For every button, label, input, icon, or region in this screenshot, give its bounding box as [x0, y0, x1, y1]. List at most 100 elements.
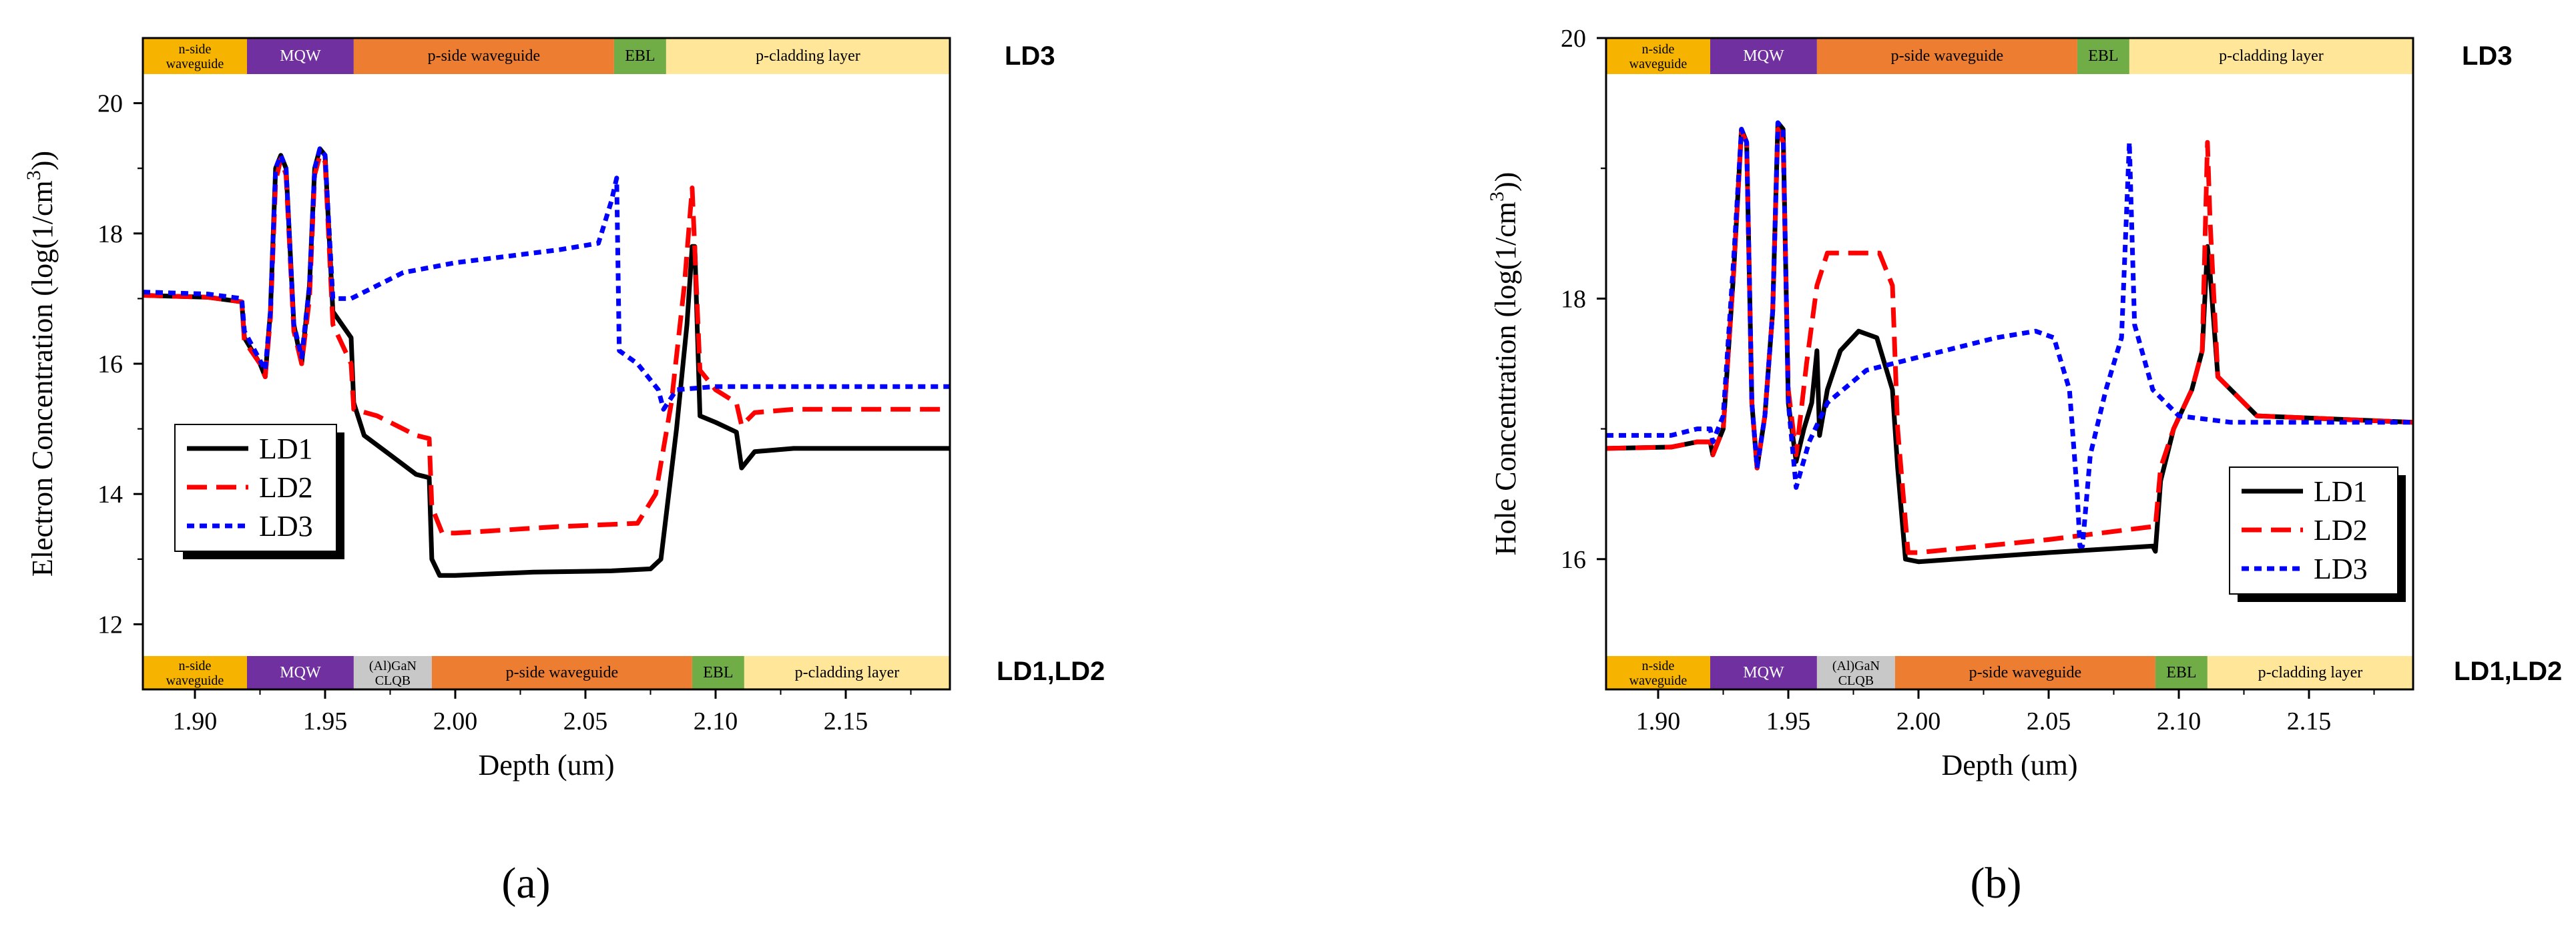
layer-label: (Al)GaN [1832, 659, 1880, 673]
series-line-ld3 [143, 146, 950, 412]
layer-band-p_waveguide [1894, 656, 2155, 689]
x-tick-label: 1.90 [173, 707, 218, 735]
layer-band-n_waveguide [1606, 38, 1710, 74]
y-axis-label-suffix: )) [26, 151, 59, 170]
layer-band-p_cladding [744, 656, 950, 689]
x-axis-label: Depth (um) [1941, 749, 2077, 782]
layer-label: MQW [280, 47, 321, 65]
x-tick-label: 2.10 [2157, 707, 2202, 735]
layer-label: p-side waveguide [1969, 664, 2082, 681]
layer-band-ebl [2155, 656, 2208, 689]
legend: LD1 LD2 LD3 [2229, 466, 2406, 602]
layer-label: p-side waveguide [1891, 47, 2004, 65]
bottom-stack-label: LD1,LD2 [997, 657, 1105, 686]
x-axis-label: Depth (um) [478, 749, 614, 782]
plot-frame [1605, 37, 2414, 691]
layer-label: n-side [179, 659, 212, 673]
top-stack-label: LD3 [2462, 41, 2513, 71]
y-axis-label: Electron Concentration (log(1/cm3)) [23, 151, 59, 577]
y-tick-label: 16 [97, 350, 123, 378]
layer-label: waveguide [1629, 57, 1688, 71]
panel-label: (b) [1971, 859, 2022, 908]
layer-label: p-side waveguide [506, 664, 619, 681]
layer-label: EBL [2088, 47, 2118, 65]
layer-band-n_waveguide [143, 38, 247, 74]
bottom-stack-label: LD1,LD2 [2454, 657, 2562, 686]
series-line-ld3 [1606, 120, 2413, 549]
layer-label: waveguide [1629, 673, 1688, 688]
legend-label-ld2: LD2 [259, 471, 313, 504]
layer-band-n_waveguide [143, 656, 247, 689]
x-tick-label: 2.15 [824, 707, 868, 735]
layer-band-n_waveguide [1606, 656, 1710, 689]
x-tick-label: 2.05 [2027, 707, 2071, 735]
legend-label-ld3: LD3 [2314, 553, 2368, 585]
layer-label: MQW [1743, 47, 1784, 65]
top-stack-label: LD3 [1005, 41, 1055, 71]
x-tick-label: 2.15 [2287, 707, 2332, 735]
y-tick-label: 14 [97, 481, 123, 509]
x-tick-label: 1.95 [1766, 707, 1811, 735]
layer-band-mqw [247, 38, 354, 74]
layer-band-p_cladding [2207, 656, 2413, 689]
layer-label: MQW [1743, 664, 1784, 681]
layer-band-mqw [1710, 38, 1817, 74]
y-axis-label-superscript: 3 [23, 170, 45, 180]
x-tick-label: 2.05 [563, 707, 608, 735]
series-line-ld2 [1606, 127, 2413, 555]
x-tick-label: 2.10 [694, 707, 738, 735]
y-tick-label: 20 [1561, 25, 1586, 53]
x-tick-label: 2.00 [1896, 707, 1941, 735]
layer-label: EBL [2166, 664, 2196, 681]
legend-label-ld1: LD1 [2314, 475, 2368, 508]
layer-band-clqb [353, 656, 432, 689]
series-line-ld2 [143, 153, 950, 536]
layer-label: n-side [1642, 659, 1675, 673]
legend-label-ld3: LD3 [259, 510, 313, 543]
y-tick-label: 18 [1561, 285, 1586, 313]
layer-label: p-cladding layer [2219, 47, 2324, 65]
y-axis-label-superscript: 3 [1486, 192, 1508, 202]
y-tick-label: 20 [97, 90, 123, 118]
x-tick-label: 1.95 [303, 707, 348, 735]
layer-band-ebl [613, 38, 666, 74]
layer-label: p-cladding layer [795, 664, 900, 681]
legend: LD1 LD2 LD3 [174, 424, 344, 559]
layer-band-p_waveguide [353, 38, 614, 74]
layer-label: p-cladding layer [2258, 664, 2363, 681]
layer-label: EBL [703, 664, 733, 681]
x-tick-label: 2.00 [433, 707, 478, 735]
layer-label: EBL [625, 47, 655, 65]
layer-label: n-side [1642, 42, 1675, 57]
legend-label-ld1: LD1 [259, 432, 313, 465]
layer-band-mqw [1710, 656, 1817, 689]
layer-band-ebl [692, 656, 744, 689]
layer-label: n-side [179, 42, 212, 57]
y-tick-label: 16 [1561, 546, 1586, 574]
layer-band-p_cladding [666, 38, 950, 74]
layer-label: CLQB [1838, 673, 1874, 688]
y-axis-label-main: Hole Concentration (log(1/cm [1489, 202, 1522, 555]
x-tick-label: 1.90 [1636, 707, 1681, 735]
y-axis-label: Hole Concentration (log(1/cm3)) [1486, 172, 1522, 556]
panel-label: (a) [501, 859, 550, 908]
y-axis-label-suffix: )) [1489, 172, 1522, 192]
layer-label: MQW [280, 664, 321, 681]
y-axis-label-main: Electron Concentration (log(1/cm [26, 180, 59, 577]
layer-band-p_cladding [2129, 38, 2413, 74]
layer-band-p_waveguide [431, 656, 692, 689]
layer-band-ebl [2077, 38, 2129, 74]
layer-band-clqb [1816, 656, 1895, 689]
layer-band-mqw [247, 656, 354, 689]
layer-label: p-cladding layer [756, 47, 860, 65]
y-tick-label: 12 [97, 611, 123, 639]
layer-band-p_waveguide [1816, 38, 2077, 74]
layer-label: (Al)GaN [369, 659, 417, 673]
layer-label: waveguide [166, 673, 224, 688]
